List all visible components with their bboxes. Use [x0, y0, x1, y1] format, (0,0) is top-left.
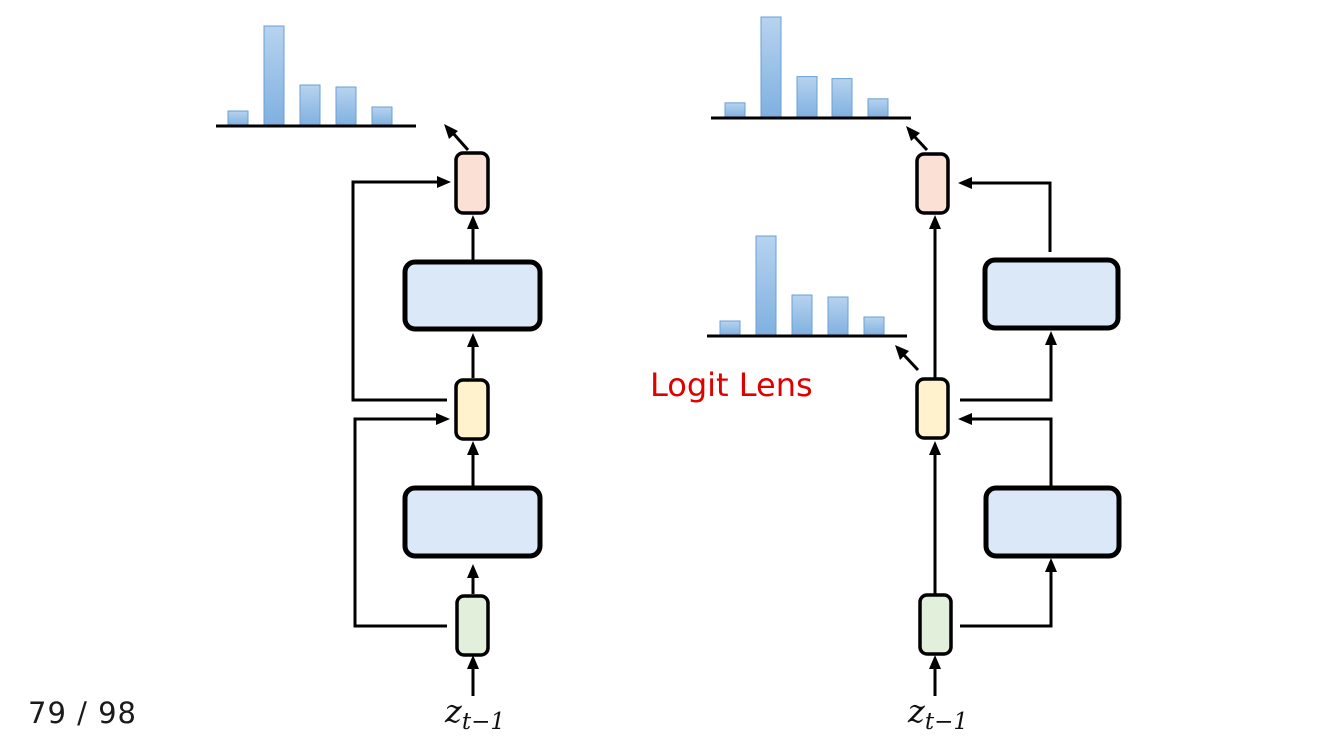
- input-label-subscript: t−1: [461, 709, 506, 735]
- residual-stream-node: [915, 377, 950, 440]
- histogram-bar: [863, 316, 885, 337]
- left-diagram: [216, 25, 543, 696]
- output-node: [915, 152, 950, 215]
- histogram-bar: [755, 235, 777, 337]
- arrowhead-icon: [895, 126, 1057, 669]
- input-label-base: z: [908, 692, 925, 730]
- histogram-bar: [335, 86, 357, 127]
- histogram-bar: [760, 16, 782, 119]
- page-number: 79 / 98: [28, 696, 138, 730]
- histogram-bar: [719, 320, 741, 337]
- output-node: [454, 151, 490, 215]
- right-top-histogram: [711, 16, 911, 120]
- residual-stream-node: [454, 378, 490, 441]
- histogram-bar: [724, 102, 746, 119]
- embedding-node: [918, 593, 953, 656]
- embedding-node: [455, 594, 490, 657]
- logit-lens-label: Logit Lens: [650, 366, 813, 404]
- right-logit-lens-histogram: [707, 235, 907, 338]
- histogram-bar: [227, 110, 249, 127]
- arrowhead-icon: [436, 124, 479, 669]
- histogram-bar: [827, 296, 849, 337]
- left-input-label: zt−1: [445, 692, 505, 735]
- right-connectors: [901, 133, 1053, 696]
- left-histogram: [216, 25, 416, 128]
- transformer-layer-block: [402, 485, 543, 559]
- right-diagram: [707, 16, 1122, 696]
- transformer-layer-block: [402, 259, 543, 332]
- input-label-subscript: t−1: [924, 709, 969, 735]
- histogram-bar: [867, 98, 889, 119]
- histogram-bar: [299, 84, 321, 127]
- input-label-base: z: [445, 692, 462, 730]
- histogram-bar: [263, 25, 285, 127]
- histogram-bar: [796, 76, 818, 119]
- histogram-bar: [371, 106, 393, 127]
- histogram-bar: [831, 78, 853, 119]
- transformer-layer-block: [983, 485, 1122, 559]
- transformer-layer-block: [982, 257, 1121, 331]
- right-input-label: zt−1: [908, 692, 968, 735]
- histogram-bar: [791, 294, 813, 337]
- left-connectors: [351, 131, 475, 696]
